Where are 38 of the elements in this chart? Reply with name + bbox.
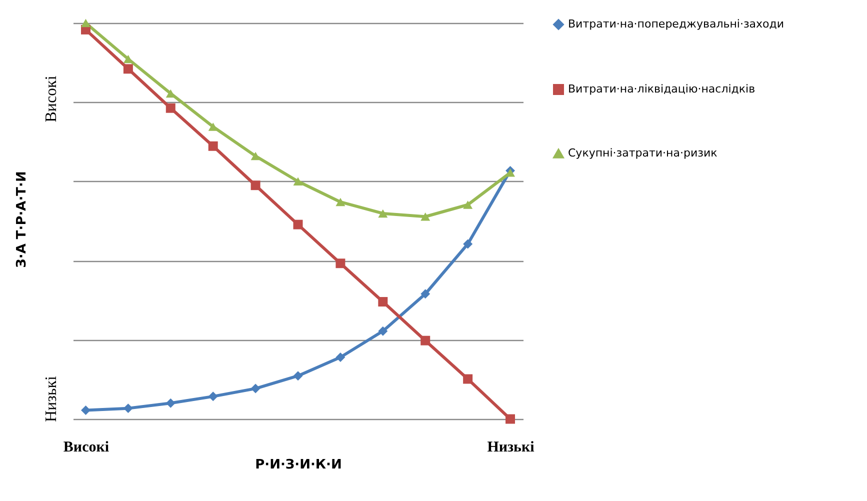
legend-label: Витрати·на·попереджувальні·заходи xyxy=(568,18,784,30)
point xyxy=(208,392,218,402)
point xyxy=(166,89,176,98)
point xyxy=(123,54,133,64)
x-axis-title: Р·И·З·И·К·И xyxy=(255,458,342,472)
point xyxy=(378,297,388,307)
legend-label: Витрати·на·ліквідацію·наслідків xyxy=(568,82,756,96)
point xyxy=(506,168,516,177)
point xyxy=(293,371,303,381)
point xyxy=(80,406,90,416)
point xyxy=(378,326,388,336)
point xyxy=(250,384,260,394)
point xyxy=(208,122,218,131)
point xyxy=(463,374,473,384)
point xyxy=(336,352,346,362)
legend-label: Сукупні·затрати·на·ризик xyxy=(568,146,718,160)
text: Низькі xyxy=(43,375,60,422)
point xyxy=(378,209,388,218)
point xyxy=(420,336,430,346)
point xyxy=(420,289,430,299)
point xyxy=(166,398,176,408)
text: Високі xyxy=(43,75,60,122)
y-axis-title: З·А Т·Р·А·Т·И xyxy=(14,171,30,268)
point xyxy=(463,239,473,249)
point xyxy=(208,141,218,151)
point xyxy=(336,258,346,268)
point xyxy=(506,414,516,424)
point xyxy=(420,212,430,221)
point xyxy=(293,177,303,186)
point xyxy=(293,220,303,230)
point xyxy=(250,180,260,190)
point xyxy=(166,103,176,113)
point xyxy=(250,152,260,160)
point xyxy=(123,404,133,414)
point xyxy=(123,64,133,74)
point xyxy=(336,198,346,206)
point xyxy=(80,18,90,28)
point xyxy=(463,200,473,209)
